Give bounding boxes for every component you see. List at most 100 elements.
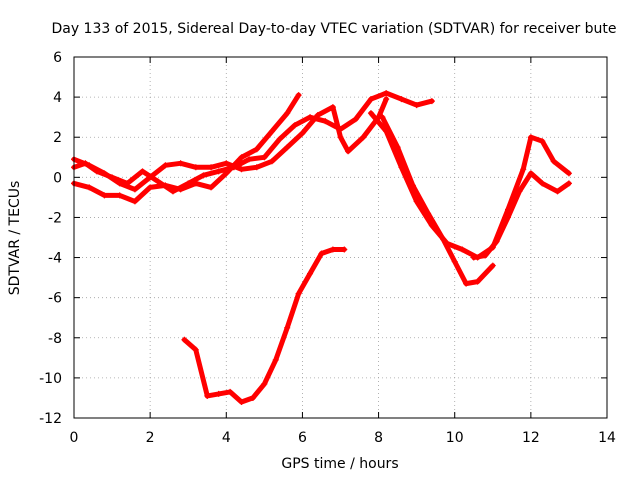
data-point-track-b <box>116 192 123 199</box>
data-point-track-b <box>192 180 199 187</box>
data-point-track-d <box>565 170 572 177</box>
y-tick-label: -10 <box>39 371 62 387</box>
series-line-track-g <box>181 247 347 405</box>
data-point-track-b <box>86 184 93 191</box>
data-point-track-c <box>329 104 336 111</box>
data-point-track-b <box>295 92 302 99</box>
y-tick-label: -4 <box>48 251 62 267</box>
data-point-track-e <box>409 182 416 189</box>
data-point-track-c <box>223 160 230 167</box>
y-tick-label: 2 <box>53 130 62 146</box>
axis-ticks: 0 2 4 6 8 10 12 14 6 4 2 0 -2 -4 -6 -8 -10 -12 <box>39 50 616 446</box>
data-point-track-f <box>516 188 523 195</box>
plot-frame <box>73 56 608 419</box>
x-axis-label: GPS time / hours <box>281 456 398 472</box>
data-point-track-b <box>162 182 169 189</box>
data-point-track-b <box>284 110 291 117</box>
y-tick-label: -2 <box>48 210 62 226</box>
data-point-track-g <box>307 270 314 277</box>
x-tick-label: 14 <box>598 430 616 446</box>
data-point-track-b <box>253 146 260 153</box>
data-point-track-g <box>192 346 199 353</box>
data-point-track-a <box>413 102 420 109</box>
data-point-track-c <box>383 96 390 103</box>
data-point-track-f <box>527 170 534 177</box>
grid <box>74 57 607 418</box>
data-point-track-g <box>295 290 302 297</box>
data-point-track-d <box>550 158 557 165</box>
data-point-track-g <box>238 398 245 405</box>
data-point-track-c <box>345 148 352 155</box>
x-tick-label: 4 <box>222 430 231 446</box>
data-point-track-a <box>154 178 161 185</box>
data-point-track-a <box>291 122 298 129</box>
series-line-track-d <box>368 110 572 261</box>
data-point-track-a <box>383 90 390 97</box>
data-point-track-b <box>147 184 154 191</box>
data-point-track-g <box>261 380 268 387</box>
data-point-track-g <box>227 388 234 395</box>
data-point-track-c <box>192 164 199 171</box>
data-point-track-f <box>493 238 500 245</box>
data-point-track-c <box>101 170 108 177</box>
data-point-track-a <box>261 154 268 161</box>
data-point-track-d <box>367 110 374 117</box>
data-point-track-b <box>101 192 108 199</box>
data-point-track-a <box>367 96 374 103</box>
x-tick-label: 2 <box>146 430 155 446</box>
data-point-track-g <box>318 250 325 257</box>
series-group <box>71 90 572 405</box>
data-point-track-f <box>539 180 546 187</box>
series-line-track-b <box>71 92 302 204</box>
data-point-track-c <box>268 158 275 165</box>
y-tick-label: 6 <box>53 50 62 66</box>
data-point-track-b <box>268 128 275 135</box>
data-point-track-g <box>181 336 188 343</box>
data-point-track-f <box>554 188 561 195</box>
y-axis-label: SDTVAR / TECUs <box>7 181 23 296</box>
data-point-track-c <box>177 160 184 167</box>
y-tick-label: 4 <box>53 90 62 106</box>
data-point-track-c <box>360 134 367 141</box>
data-point-track-e <box>379 114 386 121</box>
x-tick-label: 6 <box>298 430 307 446</box>
data-point-track-e <box>489 262 496 269</box>
data-point-track-g <box>204 392 211 399</box>
data-point-track-g <box>215 390 222 397</box>
data-point-track-e <box>451 258 458 265</box>
data-point-track-d <box>459 246 466 253</box>
y-tick-label: -12 <box>39 411 62 427</box>
data-point-track-e <box>440 236 447 243</box>
data-point-track-a <box>276 136 283 143</box>
y-tick-label: -6 <box>48 291 62 307</box>
data-point-track-f <box>470 254 477 261</box>
data-point-track-b <box>208 184 215 191</box>
data-point-track-g <box>341 246 348 253</box>
data-point-track-c <box>162 162 169 169</box>
series-line-track-c <box>71 96 389 192</box>
data-point-track-b <box>177 186 184 193</box>
data-point-track-e <box>474 278 481 285</box>
data-point-track-a <box>307 114 314 121</box>
data-point-track-a <box>200 172 207 179</box>
chart-title: Day 133 of 2015, Sidereal Day-to-day VTE… <box>51 21 616 37</box>
data-point-track-c <box>131 186 138 193</box>
data-point-track-c <box>314 112 321 119</box>
data-point-track-c <box>86 162 93 169</box>
data-point-track-g <box>329 246 336 253</box>
data-point-track-a <box>428 98 435 105</box>
data-point-track-c <box>253 164 260 171</box>
data-point-track-c <box>208 164 215 171</box>
x-tick-label: 10 <box>446 430 464 446</box>
data-point-track-g <box>272 356 279 363</box>
data-point-track-c <box>299 130 306 137</box>
data-point-track-a <box>139 168 146 175</box>
series-line-track-a <box>71 90 435 194</box>
data-point-track-b <box>238 154 245 161</box>
data-point-track-a <box>352 116 359 123</box>
data-point-track-f <box>482 252 489 259</box>
data-point-track-f <box>565 180 572 187</box>
data-point-track-g <box>284 324 291 331</box>
x-tick-label: 8 <box>374 430 383 446</box>
